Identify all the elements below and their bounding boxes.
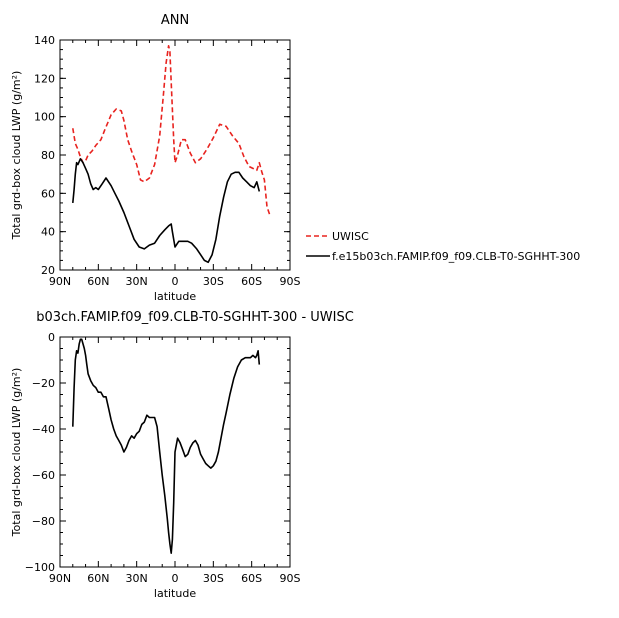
- legend-label-2: f.e15b03ch.FAMIP.f09_f09.CLB-T0-SGHHT-30…: [332, 250, 580, 263]
- y-tick-label: 60: [41, 187, 55, 200]
- x-tick-label: 30N: [126, 275, 148, 288]
- x-axis-title: latitude: [154, 290, 196, 303]
- y-tick-label: −20: [32, 377, 55, 390]
- series-line-1: [72, 338, 261, 554]
- x-tick-label: 30N: [126, 572, 148, 585]
- x-tick-label: 90S: [280, 572, 301, 585]
- x-tick-label: 60N: [87, 572, 109, 585]
- x-tick-label: 0: [172, 572, 179, 585]
- chart-title: ANN: [161, 13, 189, 28]
- y-tick-label: 20: [41, 264, 55, 277]
- y-tick-label: 0: [48, 331, 55, 344]
- chart-top: ANN 90N 60N 30N 0 30S 60S 90S 20 40 60 80 100 120 140 l…: [10, 13, 301, 303]
- x-tick-label: 30S: [203, 275, 224, 288]
- chart-bottom: b03ch.FAMIP.f09_f09.CLB-T0-SGHHT-300 - U…: [10, 310, 354, 600]
- x-tick-label: 60S: [241, 275, 262, 288]
- y-tick-label: −40: [32, 423, 55, 436]
- x-tick-label: 90S: [280, 275, 301, 288]
- x-tick-label: 60S: [241, 572, 262, 585]
- y-tick-label: 40: [41, 226, 55, 239]
- x-tick-label: 90N: [49, 572, 71, 585]
- x-tick-label: 0: [172, 275, 179, 288]
- y-tick-label: 120: [34, 72, 55, 85]
- x-tick-label: 60N: [87, 275, 109, 288]
- x-tick-label: 90N: [49, 275, 71, 288]
- series-line-2: [72, 158, 261, 264]
- chart-title: b03ch.FAMIP.f09_f09.CLB-T0-SGHHT-300 - U…: [36, 310, 354, 325]
- y-tick-label: 140: [34, 34, 55, 47]
- y-tick-label: −60: [32, 469, 55, 482]
- y-axis-title: Total grd-box cloud LWP (g/m²): [10, 368, 23, 538]
- x-axis-title: latitude: [154, 587, 196, 600]
- legend: UWISC f.e15b03ch.FAMIP.f09_f09.CLB-T0-SGH…: [306, 230, 580, 263]
- x-tick-label: 30S: [203, 572, 224, 585]
- legend-label-1: UWISC: [332, 230, 369, 243]
- plot-frame: [59, 39, 291, 271]
- series-line-1: [72, 45, 271, 215]
- y-tick-label: −80: [32, 515, 55, 528]
- y-tick-label: 80: [41, 149, 55, 162]
- y-tick-label: −100: [25, 561, 55, 574]
- y-axis-title: Total grd-box cloud LWP (g/m²): [10, 71, 23, 241]
- y-tick-label: 100: [34, 111, 55, 124]
